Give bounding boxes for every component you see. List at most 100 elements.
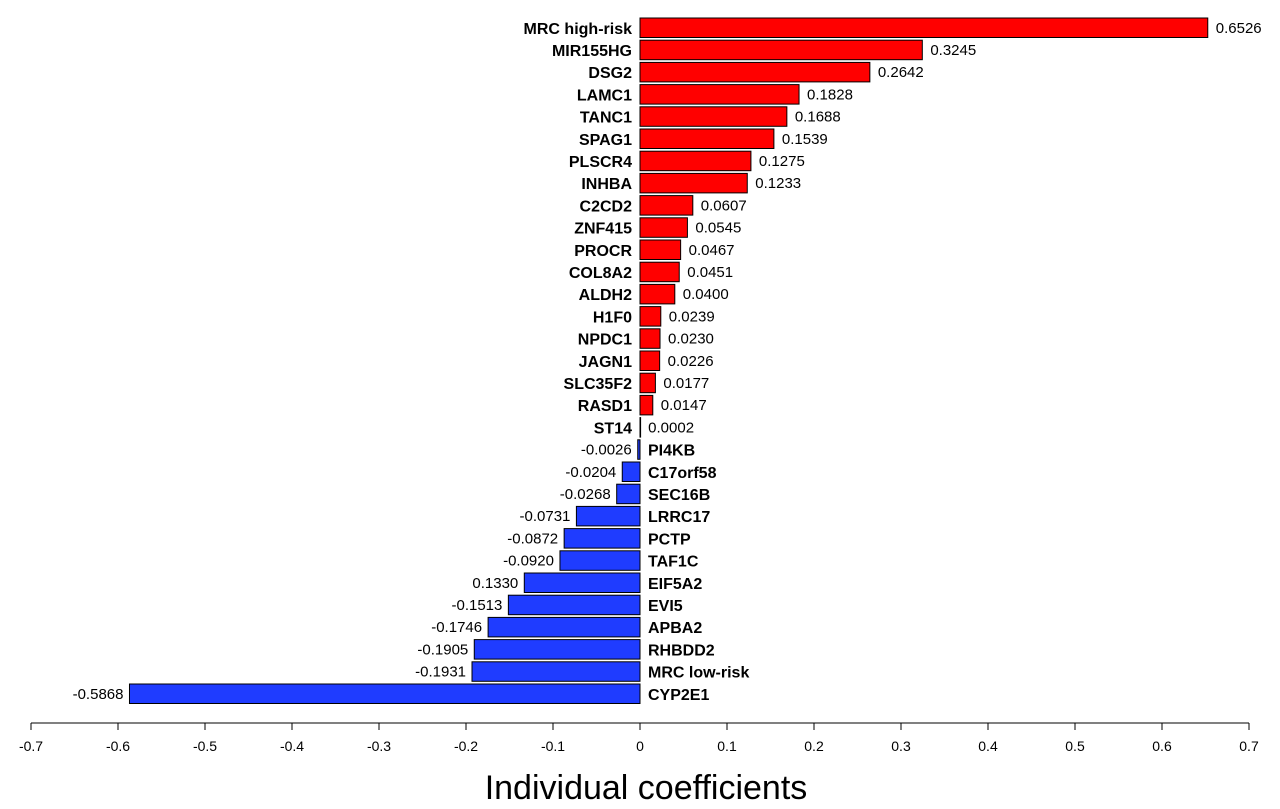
value-label: 0.0147: [661, 397, 707, 414]
value-label: -0.1931: [415, 664, 466, 681]
category-label: LAMC1: [577, 87, 632, 104]
bar-mrc-low-risk: [471, 661, 641, 682]
category-label: TAF1C: [648, 554, 699, 571]
value-label: -0.0731: [520, 508, 571, 525]
value-label: 0.0545: [695, 220, 741, 237]
category-label: CYP2E1: [648, 687, 709, 704]
category-label: DSG2: [588, 65, 632, 82]
bar-rhbdd2: [473, 639, 641, 660]
category-label: C17orf58: [648, 465, 717, 482]
value-label: 0.2642: [878, 64, 924, 81]
bar-mrc-high-risk: [639, 17, 1209, 38]
bar-spag1: [639, 128, 775, 149]
bar-h1f0: [639, 306, 662, 327]
value-label: -0.1746: [431, 619, 482, 636]
value-label: 0.0400: [683, 286, 729, 303]
bar-eif5a2: [523, 572, 641, 593]
x-tick-label: -0.7: [19, 738, 43, 754]
x-tick-label: 0.4: [978, 738, 998, 754]
value-label: 0.0230: [668, 331, 714, 348]
category-label: PCTP: [648, 531, 691, 548]
x-tick-label: -0.4: [280, 738, 304, 754]
category-label: PROCR: [574, 243, 632, 260]
category-label: SEC16B: [648, 487, 710, 504]
bar-st14: [639, 417, 642, 438]
value-label: -0.0872: [507, 530, 558, 547]
bar-pctp: [563, 528, 641, 549]
bar-dsg2: [639, 61, 871, 83]
x-tick-label: -0.5: [193, 738, 217, 754]
value-label: 0.1275: [759, 153, 805, 170]
value-label: -0.1513: [451, 597, 502, 614]
value-label: 0.0451: [687, 264, 733, 281]
x-tick-label: -0.1: [541, 738, 565, 754]
x-tick-label: 0.6: [1152, 738, 1172, 754]
category-label: H1F0: [593, 309, 632, 326]
value-label: 0.0177: [663, 375, 709, 392]
x-axis: -0.7 -0.6 -0.5 -0.4 -0.3 -0.2 -0.1 0 0.1 0.2 0.3 0.…: [19, 722, 1259, 754]
category-label: ZNF415: [574, 221, 632, 238]
value-label: 0.0002: [648, 419, 694, 436]
value-label: -0.1905: [417, 641, 468, 658]
value-label: -0.5868: [73, 686, 124, 703]
bar-col8a2: [639, 261, 680, 283]
value-label: 0.1330: [472, 575, 518, 592]
category-label: JAGN1: [579, 354, 632, 371]
bar-c17orf58: [621, 461, 641, 482]
x-tick-label: 0.3: [891, 738, 911, 754]
bar-taf1c: [559, 550, 641, 571]
value-label: 0.1688: [795, 109, 841, 126]
bar-procr: [639, 239, 682, 260]
bar-apba2: [487, 616, 641, 638]
x-axis-title: Individual coefficients: [485, 769, 808, 807]
category-label: COL8A2: [569, 265, 632, 282]
category-label: MRC high-risk: [524, 21, 633, 38]
x-tick-label: 0.2: [804, 738, 824, 754]
x-tick-label: -0.2: [454, 738, 478, 754]
category-label: RHBDD2: [648, 642, 715, 659]
bar-znf415: [639, 217, 688, 238]
bar-lamc1: [639, 84, 800, 105]
category-label: APBA2: [648, 620, 702, 637]
value-label: 0.6526: [1216, 20, 1262, 37]
bar-c2cd2: [639, 195, 694, 216]
value-label: -0.0268: [560, 486, 611, 503]
bar-aldh2: [639, 283, 676, 305]
category-label: INHBA: [581, 176, 632, 193]
category-label: PI4KB: [648, 443, 695, 460]
category-label: ALDH2: [579, 287, 632, 304]
bars-layer: MRC high-risk 0.6526 MIR155HG 0.3245 DSG2 0.2…: [73, 17, 1262, 704]
value-label: 0.0239: [669, 308, 715, 325]
bar-sec16b: [616, 483, 641, 505]
category-label: EIF5A2: [648, 576, 702, 593]
x-tick-label: -0.6: [106, 738, 130, 754]
bar-cyp2e1: [128, 683, 641, 704]
bar-pi4kb: [637, 439, 641, 460]
bar-jagn1: [639, 350, 661, 371]
value-label: -0.0920: [503, 553, 554, 570]
category-label: SLC35F2: [564, 376, 633, 393]
value-label: 0.0226: [668, 353, 714, 370]
category-label: ST14: [594, 420, 632, 437]
bar-tanc1: [639, 106, 788, 127]
x-tick-label: -0.3: [367, 738, 391, 754]
category-label: MIR155HG: [552, 43, 632, 60]
category-label: C2CD2: [580, 198, 633, 215]
bar-rasd1: [639, 394, 654, 416]
value-label: 0.1233: [755, 175, 801, 192]
value-label: -0.0026: [581, 442, 632, 459]
x-tick-label: 0: [636, 738, 644, 754]
x-tick-label: 0.7: [1239, 738, 1259, 754]
category-label: RASD1: [578, 398, 632, 415]
bar-inhba: [639, 172, 748, 194]
bar-npdc1: [639, 328, 661, 349]
category-label: TANC1: [580, 110, 632, 127]
value-label: 0.1828: [807, 86, 853, 103]
bar-plscr4: [639, 150, 752, 172]
category-label: MRC low-risk: [648, 665, 749, 682]
x-tick-label: 0.1: [717, 738, 737, 754]
category-label: PLSCR4: [569, 154, 632, 171]
value-label: 0.0467: [689, 242, 735, 259]
bar-evi5: [507, 594, 641, 616]
